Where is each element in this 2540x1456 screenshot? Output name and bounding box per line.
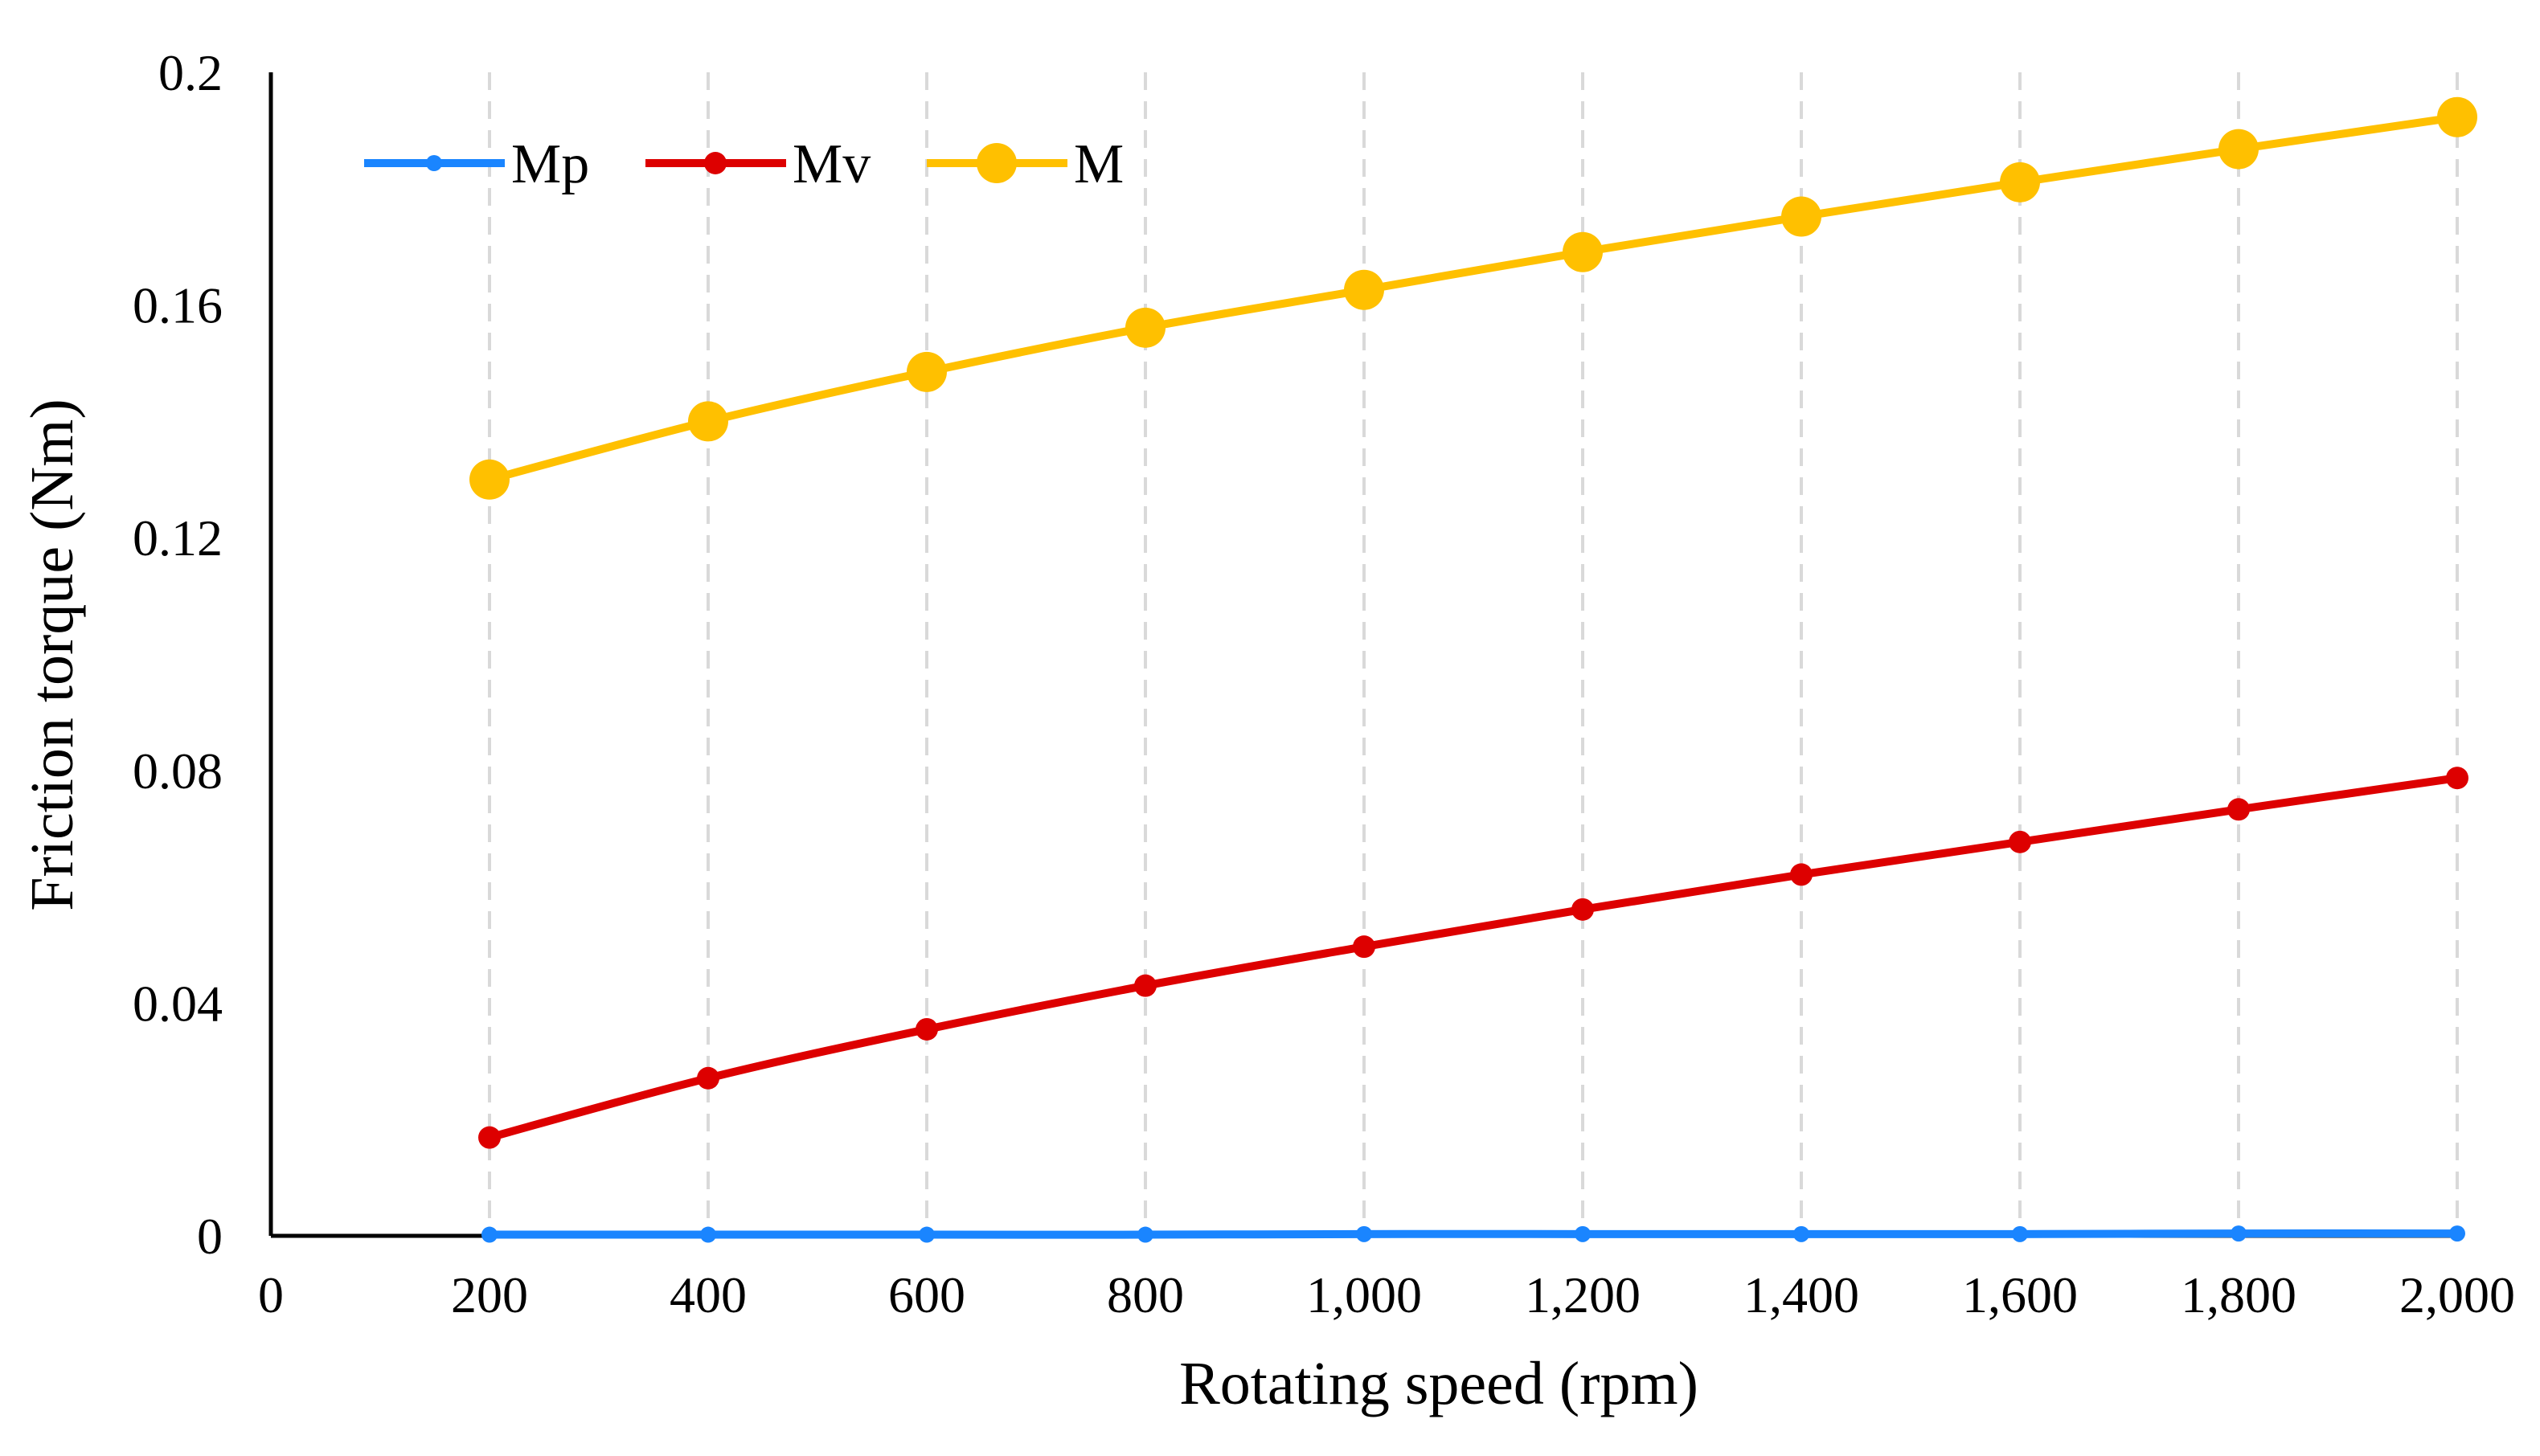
series-line-M [488,112,2458,484]
data-point-Mv [1134,974,1157,997]
data-point-Mv [1571,898,1594,921]
x-tick-label: 400 [670,1266,747,1323]
x-axis-title: Rotating speed (rpm) [1179,1350,1698,1417]
data-point-M [2218,129,2259,170]
data-point-Mv [2446,767,2468,790]
y-tick-label: 0.16 [133,277,223,334]
data-point-Mp [481,1226,498,1243]
data-point-Mv [1790,863,1813,886]
y-tick-label: 0 [197,1208,223,1265]
data-point-M [907,351,947,392]
data-point-Mv [1353,935,1375,959]
y-tick-labels: 0 0.04 0.08 0.12 0.16 0.2 [133,44,223,1265]
series-Mv [478,767,2468,1149]
data-point-M [1344,269,1384,310]
x-tick-label: 1,200 [1525,1266,1641,1323]
legend-label: M [1074,133,1124,195]
data-point-M [2000,162,2040,202]
y-tick-label: 0.2 [158,44,223,101]
legend-item-Mv: Mv [645,133,871,195]
data-point-Mv [2227,798,2250,821]
legend-swatch-marker [426,155,442,171]
data-point-M [1563,231,1603,272]
x-tick-label: 1,800 [2181,1266,2296,1323]
x-tick-label: 0 [258,1266,284,1323]
data-point-Mp [1793,1225,1809,1242]
data-point-Mp [2231,1225,2247,1242]
y-tick-label: 0.08 [133,742,223,800]
series-line-Mv [488,774,2458,1142]
legend-swatch-marker [704,152,727,174]
data-point-M [2437,96,2477,137]
gridlines [488,72,2459,1236]
x-tick-label: 2,000 [2399,1266,2515,1323]
series-M [469,96,2477,500]
x-tick-label: 200 [451,1266,528,1323]
x-tick-label: 800 [1107,1266,1184,1323]
data-point-M [688,401,728,442]
x-tick-label: 600 [888,1266,965,1323]
data-point-Mv [478,1126,501,1149]
legend-swatch-marker [977,143,1017,183]
data-point-Mv [697,1066,719,1090]
legend-item-Mp: Mp [364,133,589,195]
data-point-Mp [700,1226,716,1243]
data-point-Mp [2012,1225,2028,1242]
x-tick-label: 1,600 [1962,1266,2078,1323]
legend-label: Mp [511,133,589,195]
data-point-M [1125,307,1166,348]
y-tick-label: 0.04 [133,975,223,1032]
legend: Mp Mv M [364,133,1124,195]
data-point-Mp [1356,1225,1372,1242]
data-point-Mp [919,1226,935,1243]
data-point-M [469,459,510,500]
x-tick-label: 1,000 [1306,1266,1422,1323]
x-tick-labels: 0 200 400 600 800 1,000 1,200 1,400 1,600 1,800 2,… [258,1266,2515,1323]
data-point-Mp [1575,1225,1591,1242]
legend-label: Mv [793,133,871,195]
data-point-M [1781,196,1821,237]
legend-item-M: M [927,133,1124,195]
x-tick-label: 1,400 [1743,1266,1859,1323]
y-tick-label: 0.12 [133,509,223,566]
data-point-Mv [916,1017,938,1041]
data-point-Mp [2449,1225,2465,1242]
y-axis-title: Friction torque (Nm) [18,399,86,910]
data-point-Mp [1137,1226,1153,1243]
data-point-Mv [2009,830,2031,853]
series-line-Mp [490,1229,2458,1239]
series-Mp [481,1225,2465,1243]
series-group [469,96,2477,1243]
